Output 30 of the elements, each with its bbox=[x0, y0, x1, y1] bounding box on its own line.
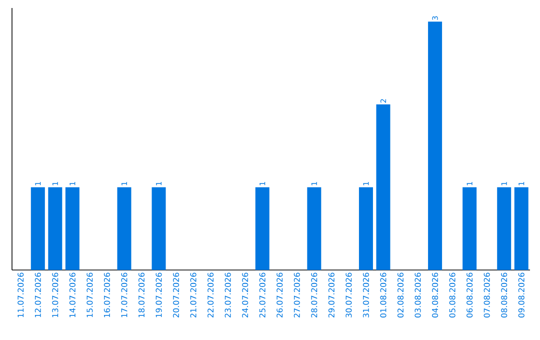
x-tick-label: 28.07.2026 bbox=[311, 272, 318, 318]
x-tick-label: 04.08.2026 bbox=[432, 272, 438, 318]
x-tick-label: 11.07.2026 bbox=[18, 272, 24, 318]
x-tick-label: 07.08.2026 bbox=[484, 272, 490, 318]
x-tick-label: 09.08.2026 bbox=[518, 272, 524, 318]
x-tick-label: 24.07.2026 bbox=[242, 272, 248, 318]
x-tick-label: 16.07.2026 bbox=[104, 272, 110, 318]
x-tick-label: 02.08.2026 bbox=[397, 272, 404, 318]
x-tick-label: 15.07.2026 bbox=[86, 272, 93, 318]
x-tick-label: 18.07.2026 bbox=[138, 272, 145, 318]
x-tick-label: 27.07.2026 bbox=[294, 272, 300, 318]
x-tick-label: 01.08.2026 bbox=[380, 272, 386, 318]
x-tick-label: 06.08.2026 bbox=[466, 272, 473, 318]
x-tick-label: 22.07.2026 bbox=[208, 272, 214, 318]
x-tick-label: 30.07.2026 bbox=[346, 272, 352, 318]
x-tick-label: 21.07.2026 bbox=[190, 272, 196, 318]
x-tick-label: 23.07.2026 bbox=[224, 272, 231, 318]
x-tick-label: 25.07.2026 bbox=[259, 272, 266, 318]
x-tick-label: 20.07.2026 bbox=[173, 272, 180, 318]
x-tick-label: 26.07.2026 bbox=[276, 272, 283, 318]
x-tick-label: 12.07.2026 bbox=[34, 272, 41, 318]
x-tick-label: 14.07.2026 bbox=[69, 272, 76, 318]
x-tick-label: 31.07.2026 bbox=[362, 272, 369, 318]
x-tick-label: 29.07.2026 bbox=[328, 272, 334, 318]
x-tick-label: 05.08.2026 bbox=[449, 272, 456, 318]
x-tick-label: 19.07.2026 bbox=[156, 272, 162, 318]
x-tick-label: 17.07.2026 bbox=[121, 272, 128, 318]
x-tick-label: 08.08.2026 bbox=[501, 272, 508, 318]
x-tick-label: 03.08.2026 bbox=[414, 272, 421, 318]
x-tick-label: 13.07.2026 bbox=[52, 272, 58, 318]
